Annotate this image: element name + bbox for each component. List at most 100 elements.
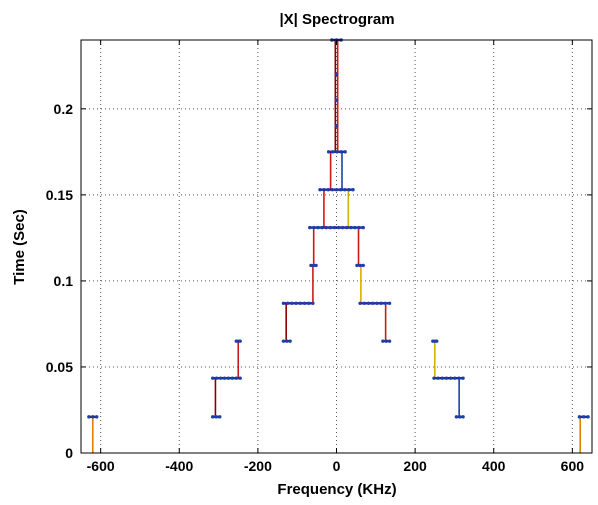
y-tick-label: 0 [65,445,73,461]
plateau-marker [214,415,218,419]
plateau-marker [381,339,385,343]
plateau-marker [230,376,235,380]
plateau-marker [345,225,349,230]
plateau-marker [379,301,383,305]
plateau-marker [357,225,361,230]
plateau-marker [358,301,362,305]
plateau-marker [440,376,444,380]
plateau-marker [353,225,357,230]
plateau-marker [347,188,351,192]
ridge-marker [334,124,339,128]
y-axis-label: Time (Sec) [11,209,28,285]
plateau-marker [307,301,311,305]
plateau-marker [349,225,353,230]
plateau-marker [326,150,331,154]
plateau-marker [318,188,322,192]
plateau-marker [210,376,215,380]
grid [81,40,592,453]
plateau-marker [288,339,292,343]
plateau-marker [362,301,366,305]
x-axis-label: Frequency (KHz) [277,481,396,498]
plateau-marker [218,376,223,380]
plateau-marker [87,415,91,419]
plateau-marker [222,376,227,380]
plateau-marker [330,188,335,192]
plateau-marker [375,301,379,305]
plateau-marker [218,415,222,419]
plateau-marker [285,339,289,343]
plateau-marker [234,376,238,380]
plateau-marker [281,339,286,343]
plateau-marker [384,339,388,343]
plateau-marker [387,301,392,305]
x-tick-label: -400 [165,458,193,474]
plateau-marker [326,188,330,192]
plateau-marker [387,339,392,343]
plateau-marker [586,415,590,419]
plateau-marker [339,150,343,154]
plateau-marker [582,415,586,419]
ridge-marker [334,98,339,103]
x-tick-label: -200 [244,458,272,474]
plateau-marker [281,301,286,305]
plateau-marker [214,376,219,380]
plateau-marker [334,188,339,192]
plateau-marker [316,225,320,230]
x-tick-label: 0 [333,458,341,474]
plateau-marker [298,301,302,305]
plateau-marker [311,301,315,305]
y-tick-label: 0.1 [54,273,74,289]
ridge-marker [334,72,339,77]
plateau-marker [238,339,242,343]
plateau-marker [91,415,95,419]
plateau-marker [461,376,465,380]
x-tick-label: 200 [403,458,427,474]
plateau-marker [444,376,449,380]
plateau-marker [338,188,343,192]
plateau-marker [331,150,335,154]
plateau-marker [371,301,375,305]
plateau-marker [457,376,461,380]
x-tick-label: 400 [482,458,506,474]
plateau-marker [351,188,355,192]
plateau-marker [311,263,316,268]
plateau-marker [340,225,345,230]
plateau-series [87,38,590,419]
plateau-marker [285,301,290,305]
plateau-marker [577,415,582,419]
plateau-marker [355,263,359,268]
plateau-marker [458,415,462,419]
step-series [91,40,582,453]
plateau-marker [454,415,459,419]
plateau-marker [290,301,294,305]
plateau-marker [308,225,312,230]
plateau-marker [95,415,99,419]
plateau-marker [314,263,318,268]
plateau-marker [294,301,298,305]
plateau-marker [461,415,465,419]
x-tick-label: -600 [87,458,115,474]
plateau-marker [309,263,313,268]
plateau-marker [210,415,215,419]
axis-ticks: -600 -400 -200 0 200 400 600 0 0.05 0.1 0.15 0.2 [46,40,592,474]
plateau-marker [343,150,347,154]
plateau-marker [312,225,316,230]
plateau-marker [302,301,307,305]
plateau-marker [361,225,365,230]
plateau-marker [448,376,453,380]
x-tick-label: 600 [561,458,585,474]
plateau-marker [336,225,341,230]
plateau-marker [383,301,388,305]
plateau-marker [320,225,324,230]
plateau-marker [453,376,457,380]
plateau-marker [432,376,436,380]
plateau-marker [328,225,333,230]
plateau-marker [322,188,326,192]
plateau-marker [366,301,371,305]
plateau-marker [332,225,337,230]
plateau-marker [335,150,339,154]
plateau-marker [343,188,347,192]
plateau-marker [435,339,439,343]
